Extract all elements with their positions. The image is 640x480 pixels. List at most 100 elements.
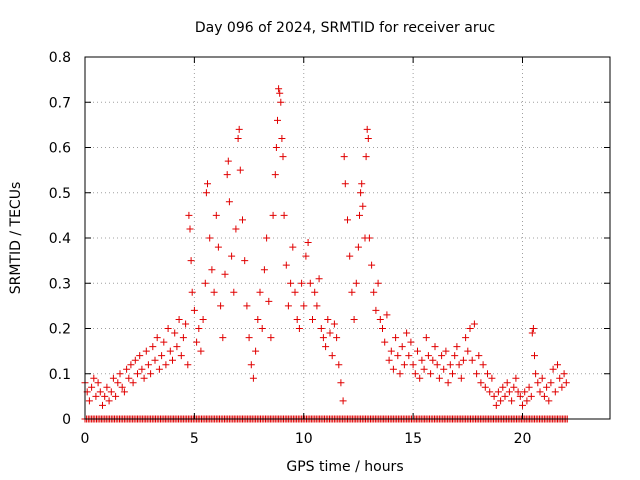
data-point (118, 383, 126, 391)
data-point (400, 361, 408, 369)
data-point (177, 352, 185, 360)
data-point (459, 356, 467, 364)
data-point (405, 352, 413, 360)
data-points (81, 85, 571, 423)
data-point (105, 397, 113, 405)
data-point (438, 352, 446, 360)
y-tick-label: 0 (62, 412, 71, 428)
data-point (114, 379, 122, 387)
data-point (451, 352, 459, 360)
data-point (224, 157, 232, 165)
data-point (219, 334, 227, 342)
data-point (282, 261, 290, 269)
data-point (123, 365, 131, 373)
data-point (337, 379, 345, 387)
data-point (235, 125, 243, 133)
data-point (263, 234, 271, 242)
data-point (352, 279, 360, 287)
data-point (479, 361, 487, 369)
y-tick-label: 0.1 (49, 367, 71, 383)
data-point (236, 166, 244, 174)
data-point (492, 401, 500, 409)
y-tick-label: 0.6 (49, 141, 71, 157)
data-point (315, 275, 323, 283)
data-point (311, 288, 319, 296)
data-point (364, 135, 372, 142)
data-point (339, 397, 347, 405)
data-point (252, 347, 260, 355)
data-point (429, 356, 437, 364)
data-point (304, 239, 312, 246)
data-point (416, 374, 424, 382)
data-point (267, 334, 275, 342)
y-tick-label: 0.7 (49, 95, 71, 111)
data-point (306, 279, 314, 287)
data-point (494, 388, 502, 396)
data-point (368, 261, 376, 269)
data-point (409, 361, 417, 369)
data-point (138, 365, 146, 373)
data-point (147, 370, 155, 378)
data-point (392, 334, 400, 342)
data-point (365, 234, 373, 242)
y-tick-label: 0.5 (49, 186, 71, 202)
data-point (484, 370, 491, 378)
data-point (322, 343, 330, 351)
data-point (396, 370, 404, 378)
y-tick-label: 0.3 (49, 276, 71, 292)
data-point (295, 325, 303, 332)
data-point (276, 89, 284, 97)
data-point (182, 320, 190, 328)
data-point (258, 325, 266, 332)
y-tick-labels: 0 0.1 0.2 0.3 0.4 0.5 0.6 0.7 0.8 (49, 50, 71, 428)
data-point (144, 361, 152, 369)
data-point (442, 347, 450, 355)
data-point (407, 338, 415, 346)
data-point (440, 365, 448, 373)
data-point (228, 252, 236, 260)
data-point (254, 316, 262, 323)
data-point (140, 374, 148, 382)
data-point (394, 352, 402, 360)
data-point (287, 279, 295, 287)
chart-title: Day 096 of 2024, SRMTID for receiver aru… (195, 20, 495, 36)
data-point (309, 316, 316, 323)
data-point (190, 306, 198, 314)
axis-ticks (84, 56, 610, 420)
data-point (348, 288, 356, 296)
data-point (109, 374, 117, 382)
data-point (249, 374, 257, 382)
data-point (424, 352, 432, 360)
data-point (234, 135, 242, 142)
x-axis-title: GPS time / hours (286, 459, 403, 475)
data-point (523, 397, 531, 405)
data-point (265, 297, 273, 305)
data-point (88, 383, 96, 391)
data-point (512, 374, 520, 382)
data-point (155, 365, 163, 373)
data-point (534, 379, 542, 387)
data-point (158, 352, 166, 360)
data-point (376, 316, 384, 323)
data-point (444, 379, 452, 387)
data-point (387, 347, 395, 355)
data-point (411, 370, 419, 378)
data-point (531, 352, 538, 360)
data-point (291, 288, 299, 296)
data-point (556, 374, 564, 382)
data-point (188, 288, 196, 296)
data-point (96, 388, 104, 396)
data-point (313, 302, 321, 310)
data-point (326, 329, 334, 337)
data-point (208, 266, 216, 274)
data-point (230, 288, 238, 296)
data-point (519, 401, 526, 409)
data-point (328, 352, 336, 360)
data-point (112, 392, 120, 400)
data-point (501, 392, 509, 400)
data-point (418, 356, 426, 364)
data-point (346, 252, 354, 260)
data-point (99, 401, 106, 409)
data-point (173, 343, 181, 351)
grid (85, 57, 610, 419)
